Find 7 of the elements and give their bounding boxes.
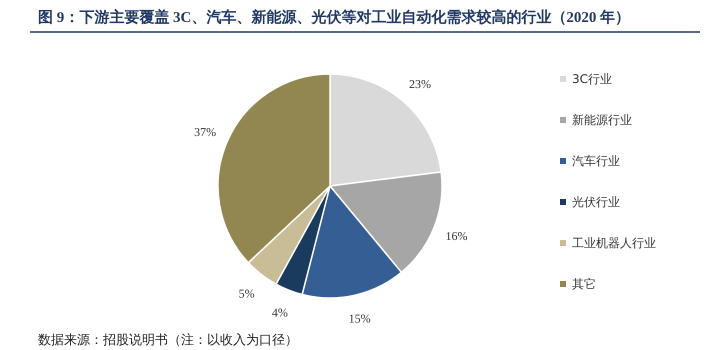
legend-label: 汽车行业: [572, 154, 620, 168]
legend-label: 其它: [572, 277, 596, 291]
legend-label: 光伏行业: [572, 195, 620, 209]
title: 图 9：下游主要覆盖 3C、汽车、新能源、光伏等对工业自动化需求较高的行业（2020 年）: [38, 10, 630, 26]
legend-label: 工业机器人行业: [572, 236, 656, 250]
legend-label: 3C行业: [572, 72, 612, 86]
legend-label: 新能源行业: [572, 113, 632, 127]
